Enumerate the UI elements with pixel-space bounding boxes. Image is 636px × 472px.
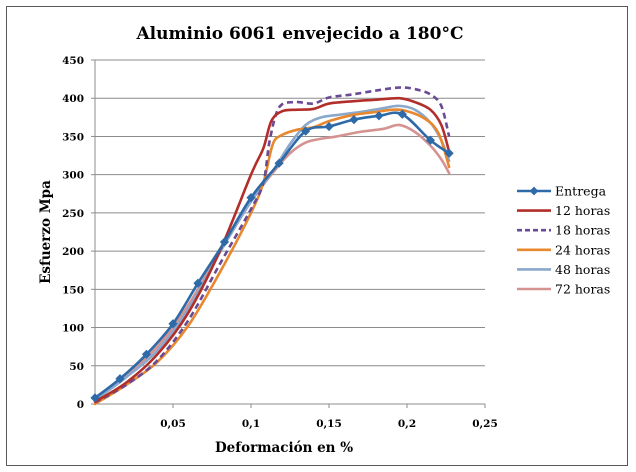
y-tick-label: 200 xyxy=(62,246,84,258)
x-tick-label: 0,2 xyxy=(398,418,416,430)
x-tick-label: 0,25 xyxy=(472,418,498,430)
y-tick-label: 350 xyxy=(62,131,84,143)
x-tick-label: 0,15 xyxy=(316,418,342,430)
legend-label-2: 18 horas xyxy=(555,223,610,238)
y-tick-label: 50 xyxy=(69,361,84,373)
y-tick-label: 400 xyxy=(62,93,84,105)
data-point-marker xyxy=(349,115,359,125)
series-line-3 xyxy=(93,108,451,406)
data-point-marker xyxy=(425,135,435,145)
data-point-marker xyxy=(397,109,407,119)
series-line-1 xyxy=(93,96,451,404)
series-line-4 xyxy=(93,104,451,402)
data-point-marker xyxy=(193,278,203,288)
x-tick-labels: 0,05 0,1 0,15 0,2 0,25 xyxy=(160,418,498,430)
legend-label-1: 12 horas xyxy=(555,203,610,218)
series-lines xyxy=(90,86,454,406)
data-point-marker xyxy=(324,121,334,132)
y-tick-label: 300 xyxy=(62,170,84,182)
legend-marker xyxy=(529,186,539,196)
data-point-marker xyxy=(246,193,256,203)
data-point-marker xyxy=(274,158,284,168)
y-axis-title: Esfuerzo Mpa xyxy=(38,180,54,284)
x-tick-label: 0,1 xyxy=(242,418,260,430)
data-point-marker xyxy=(301,126,311,136)
chart-title: Aluminio 6061 envejecido a 180°C xyxy=(135,24,463,44)
data-point-marker xyxy=(90,393,100,403)
legend-label-4: 48 horas xyxy=(555,262,610,277)
y-tick-label: 250 xyxy=(62,208,84,220)
axes xyxy=(91,59,486,408)
x-axis-title: Deformación en % xyxy=(215,440,353,456)
data-point-marker xyxy=(219,237,230,247)
legend: Entrega 12 horas 18 horas 24 horas 48 horas 7… xyxy=(517,184,610,297)
data-point-marker xyxy=(168,319,178,329)
y-tick-label: 150 xyxy=(62,284,84,296)
y-tick-label: 0 xyxy=(77,399,84,411)
legend-label-0: Entrega xyxy=(555,184,607,199)
y-tick-labels: 0 50 100 150 200 250 300 350 400 450 xyxy=(62,55,84,411)
data-point-marker xyxy=(444,148,454,158)
data-point-marker xyxy=(115,374,125,384)
data-point-marker xyxy=(141,349,152,359)
legend-label-3: 24 horas xyxy=(555,242,610,257)
legend-label-5: 72 horas xyxy=(555,282,610,297)
series-line-5 xyxy=(93,123,451,401)
y-tick-label: 100 xyxy=(62,323,84,335)
data-point-marker xyxy=(374,111,384,121)
x-tick-label: 0,05 xyxy=(160,418,186,430)
y-tick-label: 450 xyxy=(62,55,84,67)
